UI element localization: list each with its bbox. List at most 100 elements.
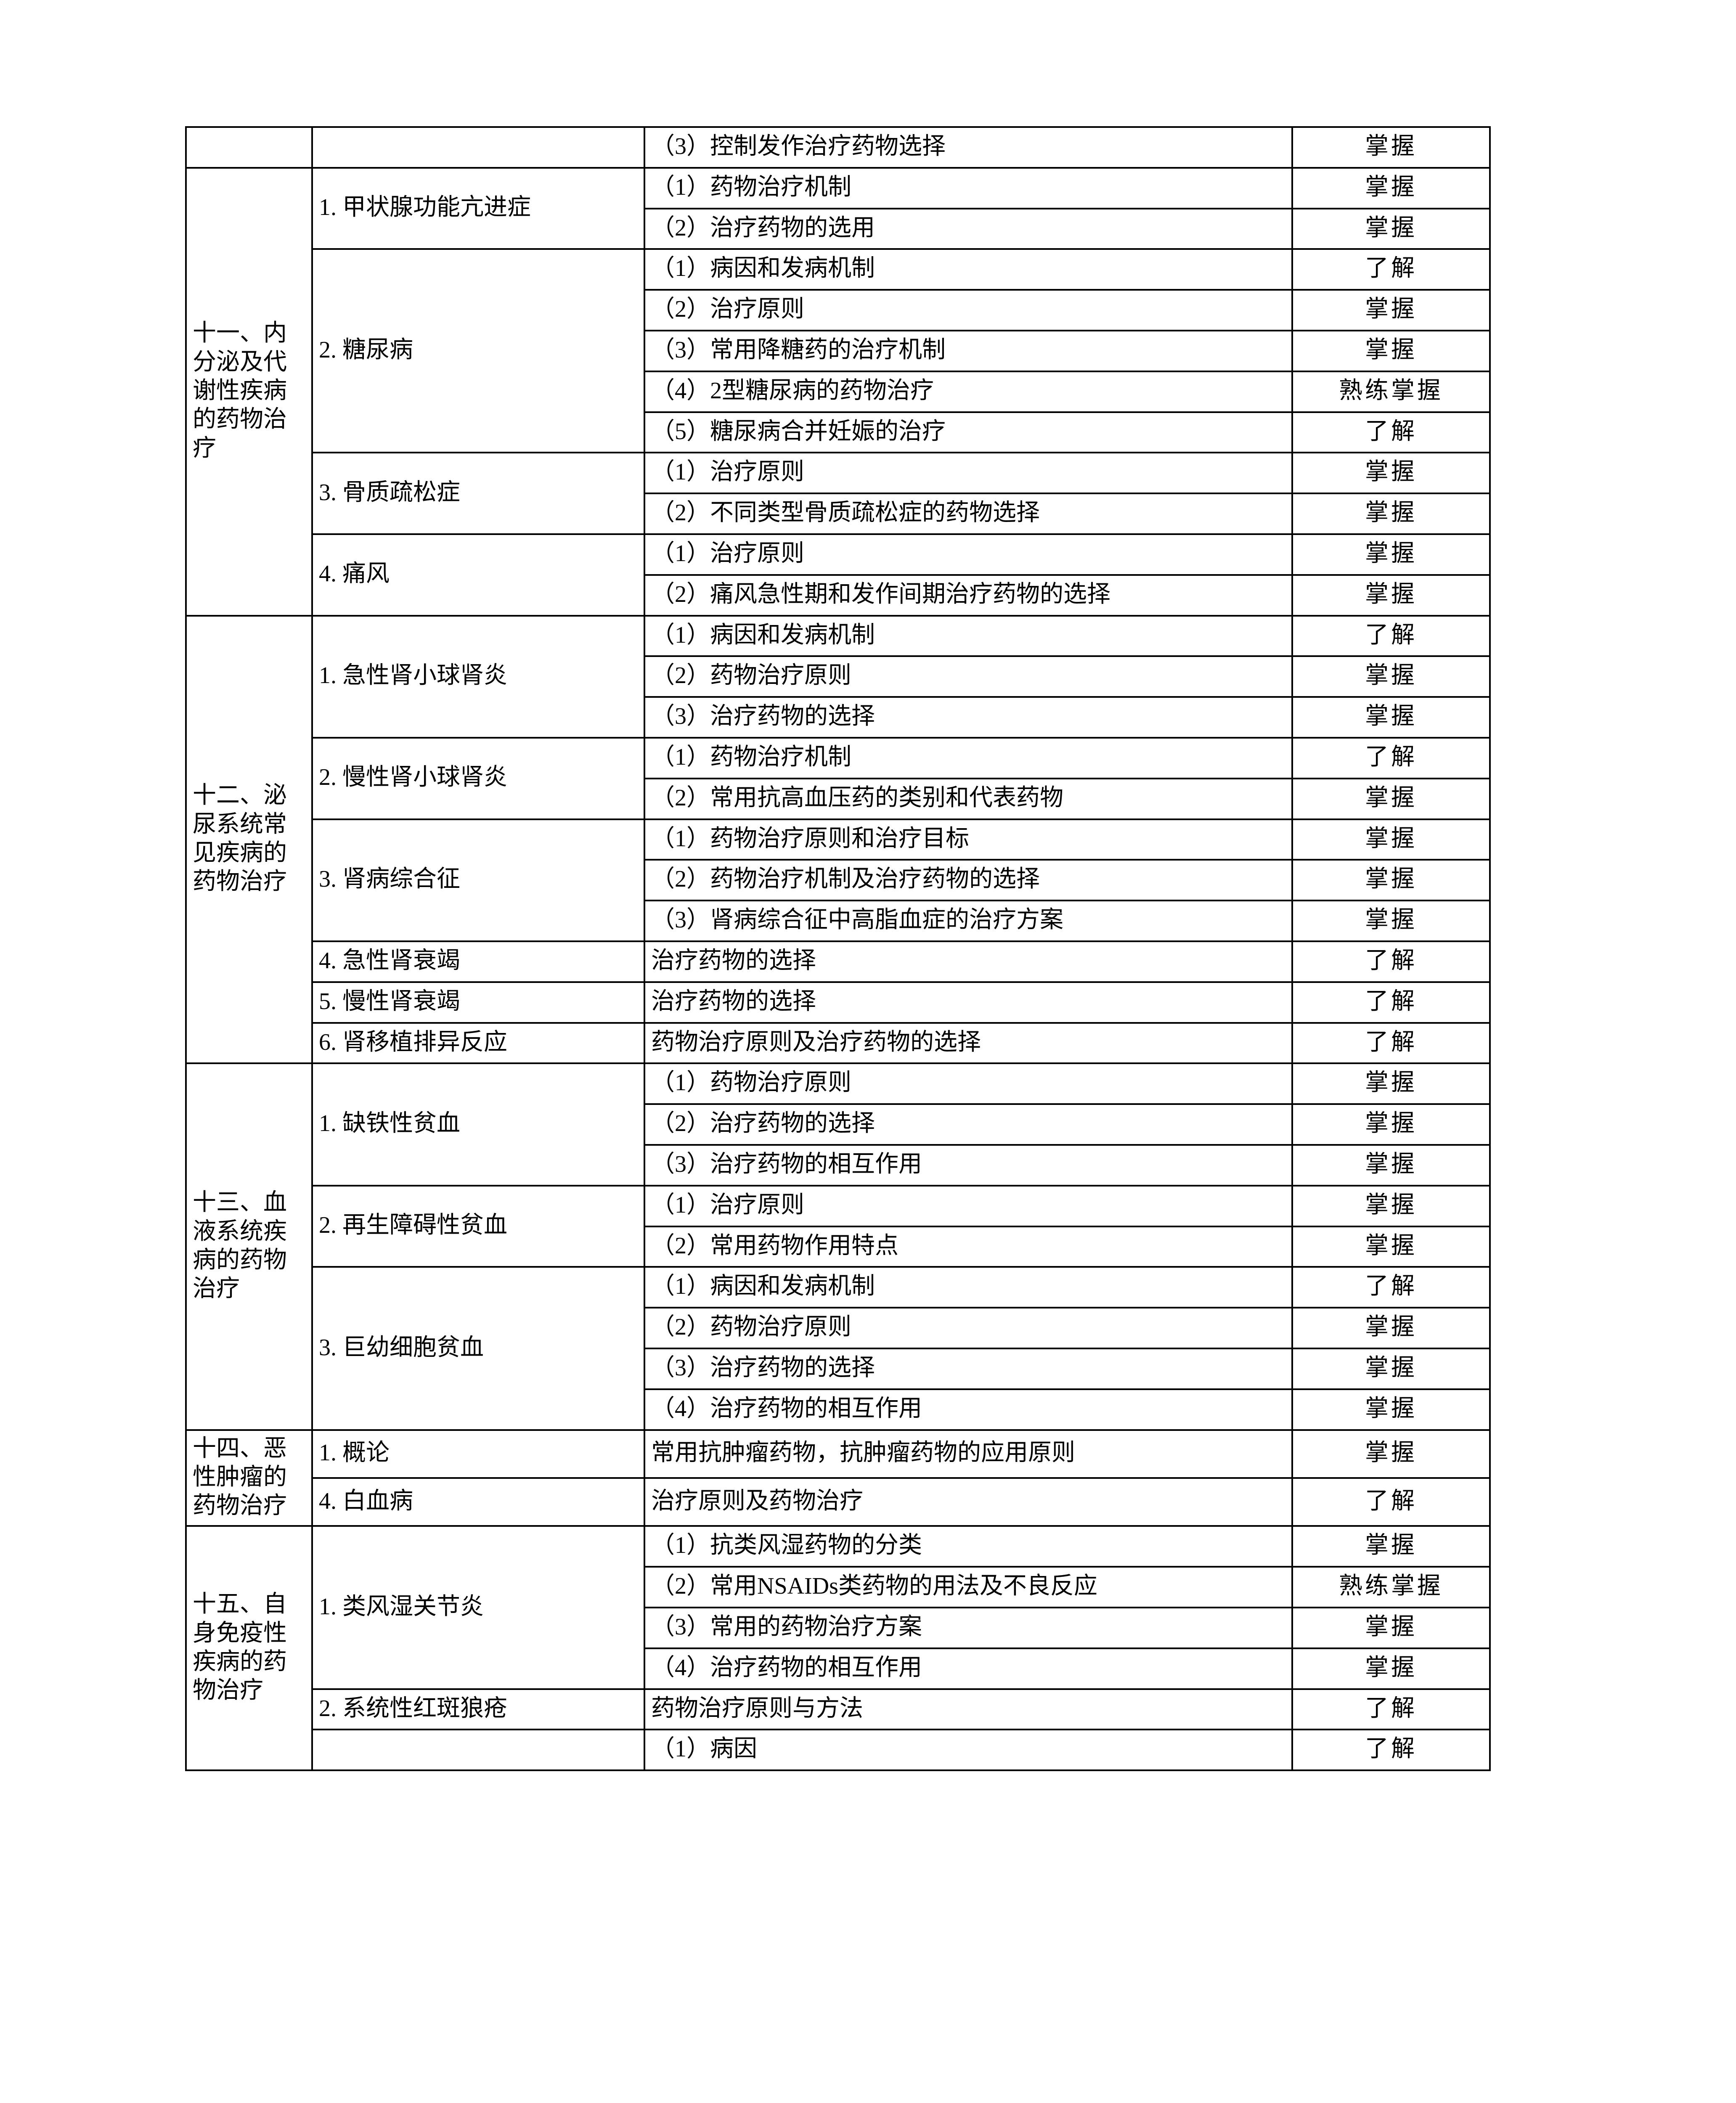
disease-cell: 1. 类风湿关节炎 (311, 1525, 645, 1690)
level-cell: 了解 (1291, 1022, 1491, 1065)
level-cell: 了解 (1291, 1477, 1491, 1527)
item-cell: （2）常用抗高血压药的类别和代表药物 (644, 777, 1293, 820)
table-row: （2）治疗药物的选择 掌握 (186, 1103, 1491, 1146)
table-row: 3. 骨质疏松症 （1）治疗原则 掌握 (186, 452, 1491, 535)
level-cell: 了解 (1291, 981, 1491, 1024)
table-row: （3）常用的药物治疗方案 掌握 (186, 1607, 1491, 1649)
item-cell: （3）治疗药物的选择 (644, 696, 1293, 739)
table-row: （2）痛风急性期和发作间期治疗药物的选择 掌握 (186, 574, 1491, 617)
level-cell: 掌握 (1291, 1225, 1491, 1268)
level-cell: 掌握 (1291, 1184, 1491, 1227)
table-row: 3. 巨幼细胞贫血 （1）病因和发病机制 了解 (186, 1266, 1491, 1431)
level-cell: 了解 (1291, 248, 1491, 291)
level-cell: 了解 (1291, 736, 1491, 779)
disease-cell: 2. 系统性红斑狼疮 (311, 1688, 645, 1731)
level-cell: 掌握 (1291, 1062, 1491, 1105)
level-cell: 了解 (1291, 1266, 1491, 1309)
syllabus-table: （3）控制发作治疗药物选择 掌握 十一、内分泌及代谢性疾病的药物治疗 1. 甲状腺功能… (185, 126, 1491, 1772)
item-cell: （1）治疗原则 (644, 533, 1293, 576)
table-row: 2. 系统性红斑狼疮 药物治疗原则与方法 了解 (186, 1688, 1491, 1731)
item-cell: （2）常用药物作用特点 (644, 1225, 1293, 1268)
level-cell: 了解 (1291, 411, 1491, 454)
item-cell: （3）治疗药物的选择 (644, 1347, 1293, 1390)
item-cell: （1）病因和发病机制 (644, 1266, 1293, 1309)
table-row: （4）治疗药物的相互作用 掌握 (186, 1647, 1491, 1690)
level-cell: 掌握 (1291, 818, 1491, 861)
item-cell: （1）病因 (644, 1729, 1293, 1772)
disease-cell: 2. 再生障碍性贫血 (311, 1184, 645, 1268)
item-cell: （1）治疗原则 (644, 1184, 1293, 1227)
table-row: 4. 痛风 （1）治疗原则 掌握 (186, 533, 1491, 617)
table-row: （3）常用降糖药的治疗机制 掌握 (186, 329, 1491, 372)
item-cell: 治疗药物的选择 (644, 940, 1293, 983)
item-cell: （2）治疗药物的选用 (644, 207, 1293, 250)
table-row: 5. 慢性肾衰竭 治疗药物的选择 了解 (186, 981, 1491, 1024)
table-row: （2）药物治疗原则 掌握 (186, 1307, 1491, 1349)
table-row: 4. 急性肾衰竭 治疗药物的选择 了解 (186, 940, 1491, 983)
level-cell: 掌握 (1291, 1347, 1491, 1390)
item-cell: （3）治疗药物的相互作用 (644, 1144, 1293, 1187)
level-cell: 了解 (1291, 1688, 1491, 1731)
table-row: （3）治疗药物的相互作用 掌握 (186, 1144, 1491, 1187)
item-cell: （1）治疗原则 (644, 452, 1293, 495)
item-cell: （2）药物治疗机制及治疗药物的选择 (644, 859, 1293, 902)
table-row: 十四、恶性肿瘤的药物治疗 1. 概论 常用抗肿瘤药物，抗肿瘤药物的应用原则 掌握 (185, 1429, 1491, 1527)
disease-cell: 5. 慢性肾衰竭 (311, 981, 645, 1024)
level-cell: 掌握 (1291, 1525, 1491, 1568)
item-cell: （1）药物治疗机制 (644, 167, 1293, 209)
level-cell: 掌握 (1291, 493, 1491, 535)
table-row: 2. 再生障碍性贫血 （1）治疗原则 掌握 (186, 1184, 1491, 1268)
level-cell: 了解 (1291, 614, 1491, 657)
unit-cell: 十三、血液系统疾病的药物治疗 (185, 1062, 313, 1431)
item-cell: （2）药物治疗原则 (644, 655, 1293, 698)
item-cell: （1）抗类风湿药物的分类 (644, 1525, 1293, 1568)
level-cell: 掌握 (1291, 859, 1491, 902)
item-cell: 常用抗肿瘤药物，抗肿瘤药物的应用原则 (644, 1429, 1293, 1479)
item-cell: （1）病因和发病机制 (644, 248, 1293, 291)
item-cell: （3）常用降糖药的治疗机制 (644, 329, 1293, 372)
level-cell: 掌握 (1291, 777, 1491, 820)
table-row: （3）肾病综合征中高脂血症的治疗方案 掌握 (186, 900, 1491, 942)
unit-label: 十四、恶性肿瘤的药物治疗 (193, 1435, 287, 1519)
table-row: （2）药物治疗原则 掌握 (186, 655, 1491, 698)
level-cell: 掌握 (1291, 1144, 1491, 1187)
disease-cell: 3. 骨质疏松症 (311, 452, 645, 535)
item-cell: （2）痛风急性期和发作间期治疗药物的选择 (644, 574, 1293, 617)
level-cell: 掌握 (1291, 1388, 1491, 1431)
disease-cell: 6. 肾移植排异反应 (311, 1022, 645, 1065)
table-row: （1）病因 了解 (186, 1729, 1491, 1772)
table-row: （4）治疗药物的相互作用 掌握 (186, 1388, 1491, 1431)
disease-cell: 4. 白血病 (311, 1477, 645, 1527)
level-cell: 掌握 (1291, 533, 1491, 576)
table-row: （3）控制发作治疗药物选择 掌握 (185, 126, 1491, 169)
level-cell: 掌握 (1291, 574, 1491, 617)
item-cell: （1）病因和发病机制 (644, 614, 1293, 657)
item-cell: 治疗原则及药物治疗 (644, 1477, 1293, 1527)
syllabus-table-body: （3）控制发作治疗药物选择 掌握 十一、内分泌及代谢性疾病的药物治疗 1. 甲状腺功能… (185, 126, 1491, 1772)
table-row: （2）药物治疗机制及治疗药物的选择 掌握 (186, 859, 1491, 902)
item-cell: （3）肾病综合征中高脂血症的治疗方案 (644, 900, 1293, 942)
table-row: （2）常用药物作用特点 掌握 (186, 1225, 1491, 1268)
item-cell: （2）常用NSAIDs类药物的用法及不良反应 (644, 1566, 1293, 1609)
table-row: （2）治疗药物的选用 掌握 (186, 207, 1491, 250)
level-cell: 熟练掌握 (1291, 370, 1491, 413)
item-cell: 药物治疗原则及治疗药物的选择 (644, 1022, 1293, 1065)
table-row: 3. 肾病综合征 （1）药物治疗原则和治疗目标 掌握 (186, 818, 1491, 942)
disease-cell: 1. 甲状腺功能亢进症 (311, 167, 645, 250)
level-cell: 掌握 (1291, 126, 1491, 169)
level-cell: 掌握 (1291, 329, 1491, 372)
table-row: 十二、泌尿系统常见疾病的药物治疗 1. 急性肾小球肾炎 （1）病因和发病机制 了解 (185, 614, 1491, 1065)
item-cell: （2）治疗原则 (644, 289, 1293, 331)
table-row: （4）2型糖尿病的药物治疗 熟练掌握 (186, 370, 1491, 413)
table-row: 十一、内分泌及代谢性疾病的药物治疗 1. 甲状腺功能亢进症 （1）药物治疗机制 掌握 (185, 167, 1491, 617)
level-cell: 掌握 (1291, 289, 1491, 331)
item-cell: （3）控制发作治疗药物选择 (644, 126, 1293, 169)
disease-cell: 1. 缺铁性贫血 (311, 1062, 645, 1187)
table-row: 2. 慢性肾小球肾炎 （1）药物治疗机制 了解 (186, 736, 1491, 820)
disease-cell: 3. 巨幼细胞贫血 (311, 1266, 645, 1431)
table-row: 十三、血液系统疾病的药物治疗 1. 缺铁性贫血 （1）药物治疗原则 掌握 (185, 1062, 1491, 1431)
item-cell: （2）治疗药物的选择 (644, 1103, 1293, 1146)
item-cell: （2）不同类型骨质疏松症的药物选择 (644, 493, 1293, 535)
table-row: （2）常用NSAIDs类药物的用法及不良反应 熟练掌握 (186, 1566, 1491, 1609)
